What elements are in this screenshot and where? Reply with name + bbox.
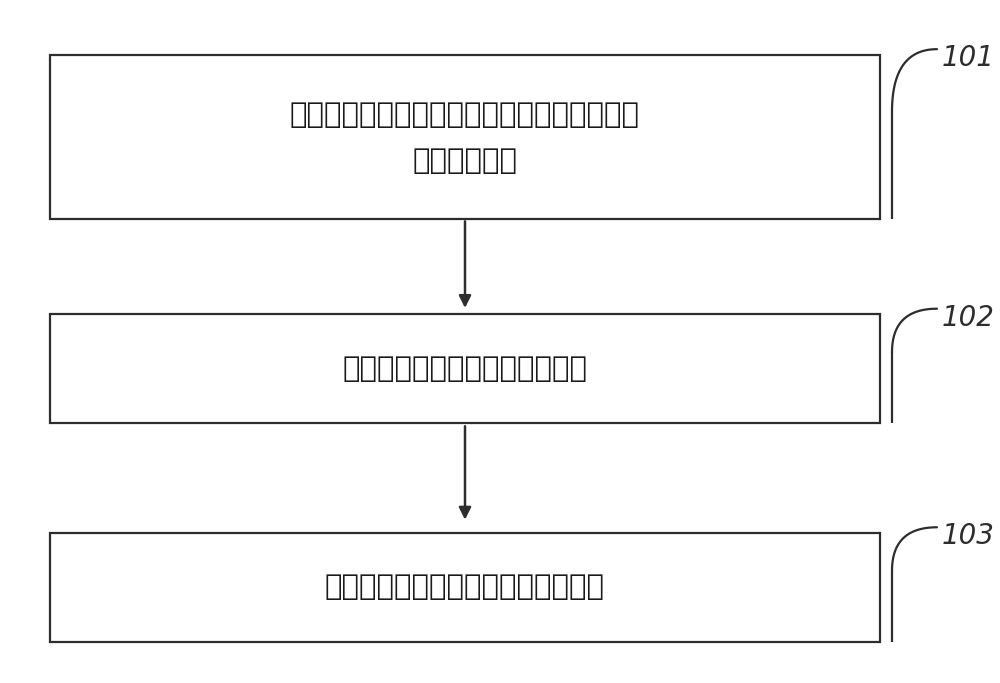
- Text: 103: 103: [942, 522, 995, 550]
- Text: 计算待检光纤电流互感器的测量误差: 计算待检光纤电流互感器的测量误差: [325, 574, 605, 601]
- Bar: [50, 533, 880, 642]
- Text: 产生的电磁场: 产生的电磁场: [412, 148, 518, 175]
- Text: 屏蔽待检电流互感器中流过一次侧导体的电流: 屏蔽待检电流互感器中流过一次侧导体的电流: [290, 101, 640, 129]
- Bar: [50, 314, 880, 423]
- Text: 向待检电流互感器引入校验电流: 向待检电流互感器引入校验电流: [342, 355, 588, 382]
- Bar: [50, 55, 880, 219]
- Text: 102: 102: [942, 304, 995, 332]
- Text: 101: 101: [942, 44, 995, 72]
